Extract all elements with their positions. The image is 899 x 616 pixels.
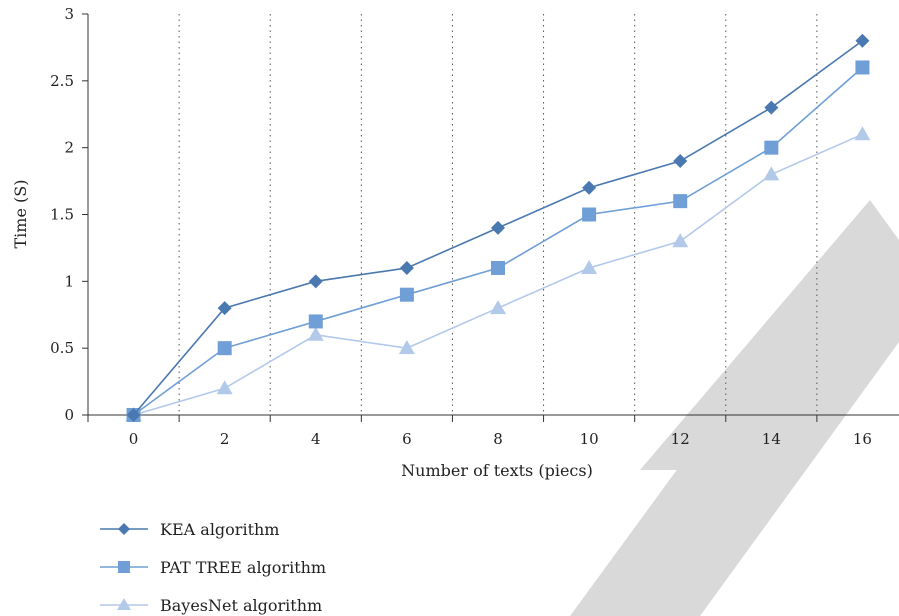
data-point-square: [399, 287, 414, 302]
x-tick-label: 4: [311, 430, 321, 448]
data-point-diamond: [673, 154, 688, 169]
x-tick-label: 10: [580, 430, 599, 448]
legend-label: BayesNet algorithm: [160, 596, 322, 615]
data-point-diamond: [217, 301, 232, 316]
data-point-diamond: [308, 274, 323, 289]
data-point-triangle: [672, 233, 689, 248]
data-point-diamond: [118, 523, 130, 535]
series-group: [125, 33, 871, 422]
data-point-triangle: [216, 380, 233, 395]
series-pat-tree-algorithm: [126, 60, 870, 422]
data-point-triangle: [490, 300, 506, 315]
legend-label: PAT TREE algorithm: [160, 558, 326, 577]
data-point-diamond: [855, 33, 870, 48]
y-tick-label: 0.5: [50, 339, 74, 357]
y-tick-label: 3: [64, 5, 74, 23]
data-point-diamond: [764, 100, 779, 115]
legend-item: KEA algorithm: [100, 520, 279, 539]
y-tick-label: 1: [64, 272, 74, 290]
data-point-square: [491, 260, 505, 275]
x-tick-label: 8: [493, 430, 503, 448]
data-point-triangle: [398, 340, 415, 355]
data-point-triangle: [763, 166, 780, 181]
x-tick-label: 0: [129, 430, 139, 448]
data-point-square: [217, 341, 232, 356]
data-point-triangle: [854, 126, 871, 141]
data-point-square: [118, 561, 130, 573]
data-point-square: [582, 207, 597, 222]
data-point-square: [673, 194, 688, 209]
data-point-square: [308, 314, 323, 329]
x-tick-label: 16: [853, 430, 872, 448]
vertical-grid: [178, 14, 818, 415]
data-point-diamond: [582, 180, 597, 195]
legend-item: PAT TREE algorithm: [100, 558, 326, 577]
x-tick-label: 6: [402, 430, 412, 448]
data-point-square: [764, 140, 779, 155]
y-axis-ticks: 0 0.5 1 1.5 2 2.5 3: [50, 5, 88, 424]
data-point-square: [855, 60, 870, 75]
data-point-diamond: [491, 220, 505, 235]
series-kea-algorithm: [126, 33, 870, 422]
data-point-triangle: [117, 598, 131, 610]
data-point-diamond: [126, 408, 141, 422]
data-point-triangle: [581, 259, 598, 274]
y-tick-label: 2: [64, 139, 74, 157]
watermark-band: [640, 200, 899, 470]
legend: KEA algorithm PAT TREE algorithm BayesNet …: [100, 520, 326, 615]
data-point-triangle: [307, 326, 324, 341]
y-tick-label: 0: [64, 406, 74, 424]
x-tick-label: 12: [671, 430, 690, 448]
y-axis-title: Time (S): [11, 180, 30, 249]
x-tick-label: 14: [762, 430, 781, 448]
watermark: [570, 200, 899, 616]
x-tick-label: 2: [220, 430, 230, 448]
data-point-diamond: [399, 260, 414, 275]
y-tick-label: 1.5: [50, 206, 74, 224]
legend-item: BayesNet algorithm: [100, 596, 322, 615]
x-axis-title: Number of texts (piecs): [401, 461, 593, 480]
legend-label: KEA algorithm: [160, 520, 279, 539]
x-axis-ticks: 0 2 4 6 8 10 12 14 16: [87, 415, 872, 448]
y-tick-label: 2.5: [50, 72, 74, 90]
